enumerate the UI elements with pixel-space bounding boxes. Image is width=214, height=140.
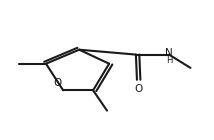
Text: O: O [134,84,142,94]
Text: H: H [166,56,172,65]
Text: O: O [54,78,62,88]
Text: N: N [165,47,173,58]
